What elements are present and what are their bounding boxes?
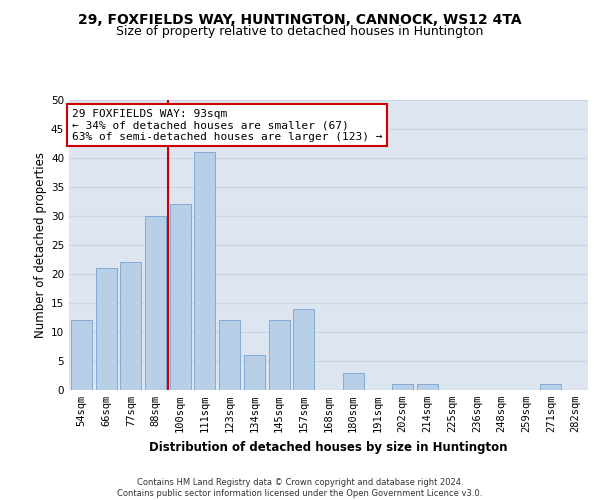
Bar <box>145 216 166 390</box>
Text: 29 FOXFIELDS WAY: 93sqm
← 34% of detached houses are smaller (67)
63% of semi-de: 29 FOXFIELDS WAY: 93sqm ← 34% of detache… <box>71 108 382 142</box>
Bar <box>392 384 413 390</box>
Bar <box>541 384 562 390</box>
Y-axis label: Number of detached properties: Number of detached properties <box>34 152 47 338</box>
X-axis label: Distribution of detached houses by size in Huntington: Distribution of detached houses by size … <box>149 440 508 454</box>
Bar <box>95 268 116 390</box>
Bar <box>343 372 364 390</box>
Bar <box>269 320 290 390</box>
Bar <box>170 204 191 390</box>
Bar <box>244 355 265 390</box>
Bar <box>120 262 141 390</box>
Bar <box>194 152 215 390</box>
Bar <box>71 320 92 390</box>
Bar <box>219 320 240 390</box>
Text: 29, FOXFIELDS WAY, HUNTINGTON, CANNOCK, WS12 4TA: 29, FOXFIELDS WAY, HUNTINGTON, CANNOCK, … <box>78 12 522 26</box>
Bar <box>293 309 314 390</box>
Bar <box>417 384 438 390</box>
Text: Contains HM Land Registry data © Crown copyright and database right 2024.
Contai: Contains HM Land Registry data © Crown c… <box>118 478 482 498</box>
Text: Size of property relative to detached houses in Huntington: Size of property relative to detached ho… <box>116 25 484 38</box>
